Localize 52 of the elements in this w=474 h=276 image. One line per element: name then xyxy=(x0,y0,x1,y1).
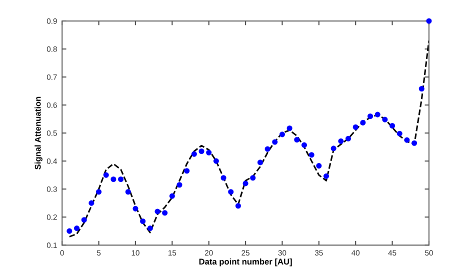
point xyxy=(338,138,344,144)
point xyxy=(308,152,314,158)
point xyxy=(301,142,308,148)
point xyxy=(74,226,80,232)
point xyxy=(286,125,292,132)
point xyxy=(264,146,270,152)
point xyxy=(250,175,256,181)
point xyxy=(110,176,116,182)
point xyxy=(279,132,285,138)
point xyxy=(103,172,109,178)
point xyxy=(382,116,388,122)
point xyxy=(206,150,212,156)
point xyxy=(132,206,138,212)
point xyxy=(345,136,352,142)
point xyxy=(140,218,146,224)
point xyxy=(374,112,380,118)
y-axis-title: Signal Attenuation xyxy=(34,96,42,170)
point xyxy=(272,139,278,145)
point xyxy=(418,86,424,92)
point xyxy=(169,193,175,199)
point xyxy=(198,148,204,154)
point xyxy=(176,182,182,188)
point xyxy=(88,200,94,206)
point xyxy=(294,136,300,143)
point xyxy=(367,113,374,119)
point xyxy=(184,168,190,174)
point xyxy=(154,208,160,214)
point xyxy=(162,210,168,216)
point xyxy=(242,180,248,186)
point xyxy=(81,217,87,223)
point xyxy=(118,176,124,182)
point xyxy=(66,228,72,234)
point xyxy=(396,130,402,136)
x-axis-title: Data point number [AU] xyxy=(199,258,292,266)
point xyxy=(360,120,366,126)
point xyxy=(147,226,153,232)
point xyxy=(316,163,322,169)
point xyxy=(404,137,410,143)
point xyxy=(257,160,263,166)
point xyxy=(96,189,102,195)
point xyxy=(390,122,396,129)
line-series xyxy=(68,40,429,238)
point xyxy=(235,203,241,209)
point xyxy=(125,189,131,195)
point xyxy=(220,175,226,181)
point xyxy=(191,151,197,157)
point xyxy=(228,189,234,195)
point xyxy=(352,124,358,130)
point xyxy=(213,158,219,164)
point xyxy=(330,146,336,152)
point xyxy=(323,173,330,179)
point xyxy=(412,140,418,146)
